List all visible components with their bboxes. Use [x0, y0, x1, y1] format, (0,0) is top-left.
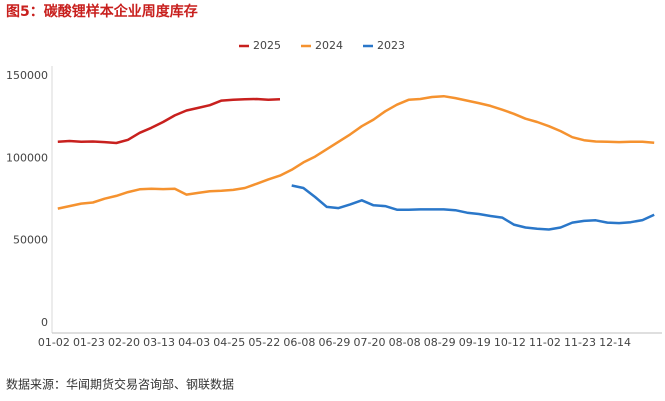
x-tick-label: 11-02: [529, 336, 561, 349]
x-tick-label: 05-22: [248, 336, 280, 349]
x-tick-label: 06-29: [318, 336, 350, 349]
x-tick-label: 12-14: [599, 336, 631, 349]
y-tick-label: 50000: [13, 234, 48, 247]
legend-label: 2024: [315, 39, 343, 52]
series-line: [57, 97, 281, 145]
x-tick-label: 04-03: [178, 336, 210, 349]
x-tick-label: 07-20: [354, 336, 386, 349]
x-tick-label: 10-12: [494, 336, 526, 349]
source-note: 数据来源：华闻期货交易咨询部、钢联数据: [6, 377, 234, 392]
x-tick-label: 01-23: [73, 336, 105, 349]
x-tick-label: 08-08: [389, 336, 421, 349]
x-tick-label: 01-02: [38, 336, 70, 349]
y-tick-label: 100000: [6, 151, 48, 164]
x-tick-label: 11-23: [564, 336, 596, 349]
x-tick-label: 04-25: [213, 336, 245, 349]
chart-title: 图5：碳酸锂样本企业周度库存: [6, 3, 198, 20]
x-tick-label: 06-08: [283, 336, 315, 349]
series-line: [291, 184, 655, 231]
y-tick-label: 0: [41, 316, 48, 329]
legend-label: 2023: [377, 39, 405, 52]
legend-label: 2025: [253, 39, 281, 52]
x-tick-label: 02-20: [108, 336, 140, 349]
series-line: [57, 94, 655, 210]
x-tick-label: 08-29: [424, 336, 456, 349]
y-tick-label: 150000: [6, 69, 48, 82]
x-tick-label: 09-19: [459, 336, 491, 349]
x-tick-label: 03-13: [143, 336, 175, 349]
